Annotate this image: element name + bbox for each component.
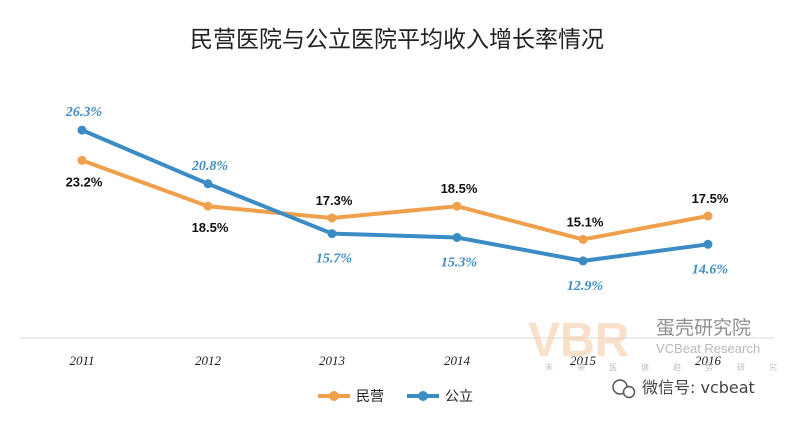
legend-label: 民营 xyxy=(356,389,384,405)
watermark: VBR 蛋壳研究院 VCBeat Research 未来医健趋势研究 微信号: … xyxy=(528,314,794,399)
x-tick-label: 2012 xyxy=(195,353,222,368)
watermark-name: 蛋壳研究院 xyxy=(656,317,751,339)
data-point xyxy=(703,211,713,221)
data-label: 15.1% xyxy=(567,214,604,229)
data-point xyxy=(327,213,337,223)
data-label: 18.5% xyxy=(192,220,229,235)
chart-title: 民营医院与公立医院平均收入增长率情况 xyxy=(190,27,604,53)
watermark-logo: VBR xyxy=(528,314,629,367)
data-label: 15.3% xyxy=(441,255,477,270)
data-point xyxy=(703,239,713,249)
data-label: 17.5% xyxy=(692,191,729,206)
data-point xyxy=(578,256,588,266)
watermark-slogan: 未来医健趋势研究 xyxy=(545,362,794,372)
x-tick-label: 2016 xyxy=(695,353,722,368)
legend-label: 公立 xyxy=(445,389,473,405)
data-point xyxy=(77,125,87,135)
data-label: 15.7% xyxy=(316,252,352,267)
series-line-0 xyxy=(80,158,710,242)
data-label: 12.9% xyxy=(567,279,603,294)
x-tick-label: 2015 xyxy=(570,353,597,368)
data-point xyxy=(327,229,337,239)
data-label: 26.3% xyxy=(65,105,102,120)
legend: 民营 公立 xyxy=(318,389,473,405)
x-tick-label: 2014 xyxy=(444,353,471,368)
x-tick-label: 2013 xyxy=(319,353,346,368)
legend-swatch-marker xyxy=(329,391,339,401)
series-line-1 xyxy=(80,128,710,263)
data-labels: 23.2% 18.5% 17.3% 18.5% 15.1% 17.5% 26.3% 20.8%… xyxy=(65,105,729,294)
data-label: 18.5% xyxy=(441,181,478,196)
data-label: 14.6% xyxy=(692,262,728,277)
data-point xyxy=(203,201,213,211)
legend-swatch-marker xyxy=(418,391,428,401)
x-tick-label: 2011 xyxy=(69,353,94,368)
data-label: 20.8% xyxy=(191,159,228,174)
data-point xyxy=(452,232,462,242)
wechat-icon xyxy=(612,379,636,399)
data-point xyxy=(77,155,87,165)
data-point xyxy=(578,234,588,244)
data-point xyxy=(452,201,462,211)
data-label: 17.3% xyxy=(316,193,353,208)
series-layer xyxy=(77,125,713,266)
data-label: 23.2% xyxy=(66,174,103,189)
data-point xyxy=(203,179,213,189)
x-axis-ticks: 2011 2012 2013 2014 2015 2016 xyxy=(69,353,721,368)
watermark-name-en: VCBeat Research xyxy=(656,341,760,356)
wechat-id: 微信号: vcbeat xyxy=(642,378,755,397)
